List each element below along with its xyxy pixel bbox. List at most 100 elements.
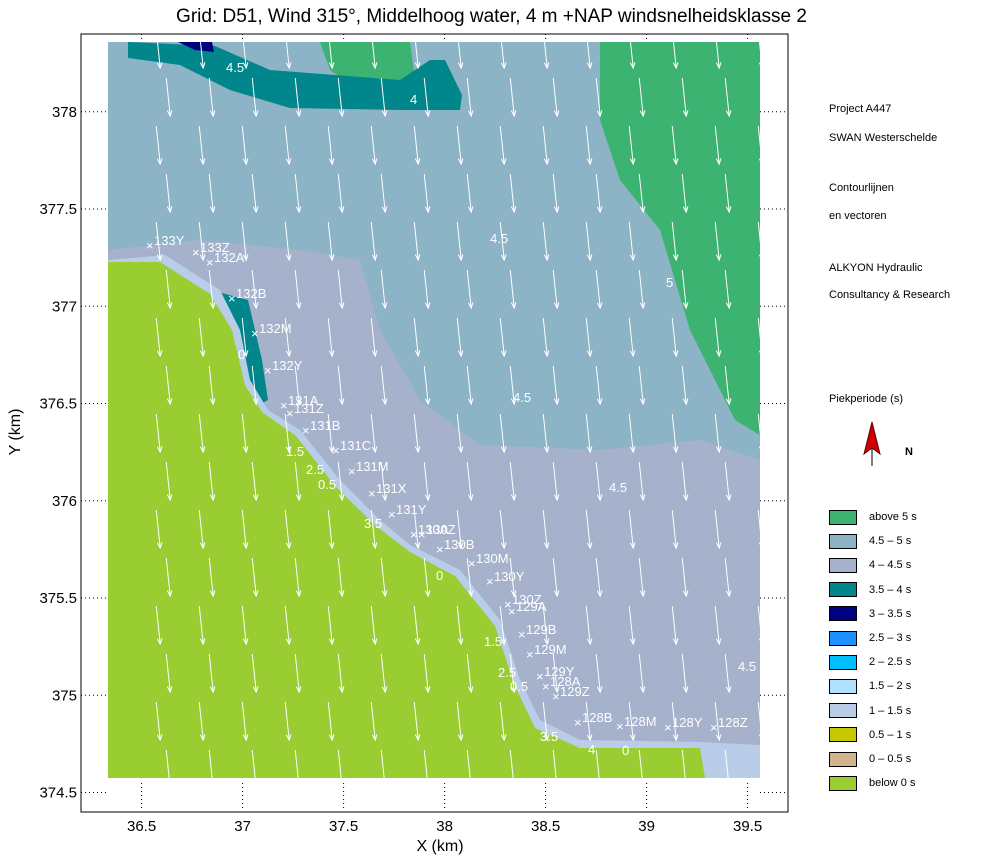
wind-vector — [198, 317, 204, 357]
wind-vector-head — [156, 638, 163, 646]
wind-vector-head — [725, 302, 732, 310]
wind-vector — [466, 749, 472, 789]
wind-vector — [251, 173, 257, 213]
wind-vector-head — [672, 254, 679, 262]
wind-vector — [413, 29, 419, 69]
wind-vector — [165, 173, 171, 213]
legend-swatch — [829, 654, 857, 670]
wind-vector — [466, 173, 472, 213]
wind-vector — [155, 605, 161, 645]
wind-vector-head — [629, 254, 636, 262]
legend-item: 4 – 4.5 s — [829, 556, 911, 574]
wind-vector-head — [768, 590, 775, 598]
wind-vector-head — [586, 734, 593, 742]
wind-vector-head — [500, 158, 507, 166]
legend-item: 4.5 – 5 s — [829, 532, 911, 550]
x-axis-label: X (km) — [416, 838, 463, 855]
wind-vector — [681, 365, 687, 405]
wind-vector-head — [295, 686, 302, 694]
wind-vector-head — [199, 62, 206, 70]
wind-vector-head — [457, 62, 464, 70]
wind-vector-head — [252, 206, 259, 214]
station-marker: × — [616, 719, 624, 734]
wind-vector-head — [295, 782, 302, 790]
wind-vector — [714, 317, 720, 357]
wind-vector-head — [553, 398, 560, 406]
contour-label: 0 — [436, 568, 443, 583]
wind-vector-head — [553, 494, 560, 502]
wind-vector-head — [457, 350, 464, 358]
wind-vector — [509, 653, 515, 693]
y-tick-label: 377 — [52, 298, 77, 315]
wind-vector — [542, 29, 548, 69]
wind-vector-head — [510, 398, 517, 406]
contour-label: 5 — [666, 275, 673, 290]
wind-vector — [628, 701, 634, 741]
wind-vector-head — [166, 302, 173, 310]
wind-vector-head — [166, 686, 173, 694]
wind-vector — [595, 653, 601, 693]
wind-vector — [456, 317, 462, 357]
wind-vector-head — [414, 542, 421, 550]
x-tick-label: 39 — [638, 818, 655, 835]
x-tick-label: 38.5 — [531, 818, 560, 835]
wind-vector-head — [467, 398, 474, 406]
wind-vector — [757, 125, 763, 165]
wind-vector — [251, 365, 257, 405]
wind-vector-head — [252, 782, 259, 790]
wind-vector — [466, 77, 472, 117]
legend-label: 0 – 0.5 s — [869, 753, 912, 765]
wind-vector — [208, 77, 214, 117]
legend-label: 2.5 – 3 s — [869, 632, 912, 644]
wind-vector-head — [758, 62, 765, 70]
wind-vector — [628, 317, 634, 357]
wind-vector — [380, 749, 386, 789]
wind-vector — [198, 221, 204, 261]
legend-item: 0 – 0.5 s — [829, 750, 911, 768]
wind-vector — [284, 701, 290, 741]
wind-vector-head — [285, 638, 292, 646]
wind-vector — [327, 701, 333, 741]
station-label: 131B — [310, 418, 340, 433]
wind-vector-head — [596, 398, 603, 406]
wind-vector-head — [596, 686, 603, 694]
wind-vector-head — [199, 158, 206, 166]
wind-vector-head — [543, 254, 550, 262]
wind-vector-head — [252, 398, 259, 406]
station-marker: × — [251, 326, 259, 341]
wind-vector-head — [199, 254, 206, 262]
wind-vector-head — [338, 782, 345, 790]
wind-vector — [413, 509, 419, 549]
wind-vector — [638, 365, 644, 405]
station-marker: × — [192, 245, 200, 260]
wind-vector — [714, 605, 720, 645]
wind-vector-head — [682, 782, 689, 790]
contour-label: 4 — [410, 92, 417, 107]
wind-vector — [552, 173, 558, 213]
wind-vector-head — [199, 734, 206, 742]
wind-vector — [585, 509, 591, 549]
y-tick-label: 375.5 — [39, 590, 77, 607]
wind-vector — [671, 701, 677, 741]
wind-vector — [337, 653, 343, 693]
wind-vector — [542, 125, 548, 165]
wind-vector — [294, 173, 300, 213]
wind-vector-head — [586, 638, 593, 646]
wind-vector — [370, 317, 376, 357]
station-label: 128B — [582, 710, 612, 725]
north-label: N — [905, 446, 913, 458]
wind-vector-head — [424, 686, 431, 694]
wind-vector-head — [252, 494, 259, 502]
station-label: 131M — [356, 459, 389, 474]
wind-vector — [423, 365, 429, 405]
wind-vector — [595, 77, 601, 117]
wind-vector — [628, 221, 634, 261]
wind-vector — [294, 461, 300, 501]
wind-vector-head — [543, 734, 550, 742]
wind-vector — [757, 605, 763, 645]
wind-vector-head — [629, 158, 636, 166]
wind-vector-head — [553, 302, 560, 310]
wind-vector-head — [672, 542, 679, 550]
wind-vector-head — [328, 254, 335, 262]
wind-vector — [294, 557, 300, 597]
